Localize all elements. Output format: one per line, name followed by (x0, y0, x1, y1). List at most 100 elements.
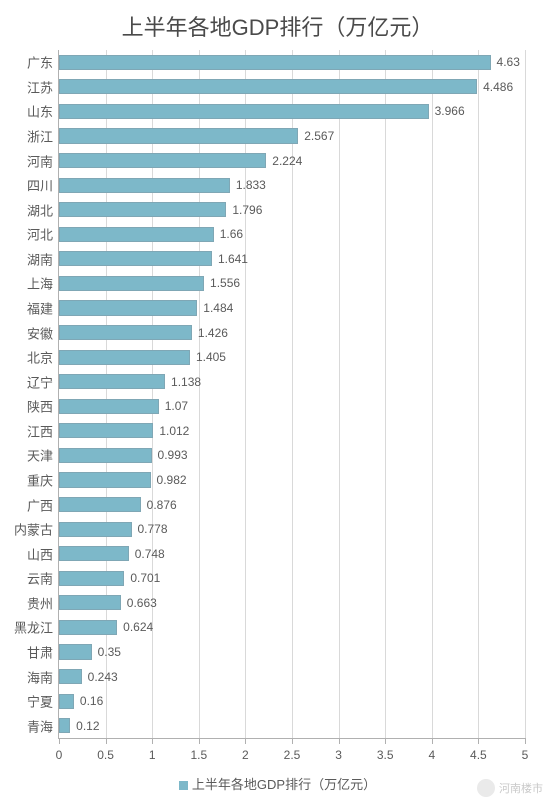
bar-row: 宁夏0.16 (59, 694, 525, 709)
bar-row: 黑龙江0.624 (59, 620, 525, 635)
value-label: 1.405 (190, 350, 226, 364)
bar-row: 内蒙古0.778 (59, 522, 525, 537)
y-axis-label: 天津 (27, 446, 59, 465)
bar-row: 广东4.63 (59, 55, 525, 70)
bar-row: 江苏4.486 (59, 79, 525, 94)
bar (59, 79, 477, 94)
x-tick (59, 738, 60, 744)
value-label: 0.663 (121, 596, 157, 610)
value-label: 0.35 (92, 645, 121, 659)
bar (59, 153, 266, 168)
value-label: 1.796 (226, 203, 262, 217)
bar-row: 海南0.243 (59, 669, 525, 684)
bar (59, 128, 298, 143)
value-label: 1.833 (230, 178, 266, 192)
bar-row: 河北1.66 (59, 227, 525, 242)
bar (59, 669, 82, 684)
value-label: 0.12 (70, 719, 99, 733)
bar-row: 辽宁1.138 (59, 374, 525, 389)
x-tick-label: 0.5 (97, 748, 114, 762)
bar-row: 天津0.993 (59, 448, 525, 463)
x-tick (199, 738, 200, 744)
value-label: 0.701 (124, 571, 160, 585)
watermark-icon (477, 779, 495, 797)
y-axis-label: 江西 (27, 421, 59, 440)
bar-row: 山西0.748 (59, 546, 525, 561)
y-axis-label: 内蒙古 (14, 520, 59, 539)
x-tick (478, 738, 479, 744)
y-axis-label: 湖北 (27, 200, 59, 219)
bar (59, 202, 226, 217)
chart-title: 上半年各地GDP排行（万亿元） (0, 10, 555, 42)
bar (59, 104, 429, 119)
bar-row: 甘肃0.35 (59, 644, 525, 659)
x-tick (152, 738, 153, 744)
value-label: 1.556 (204, 276, 240, 290)
bar (59, 178, 230, 193)
watermark-text: 河南楼市 (499, 780, 543, 796)
chart-legend: 上半年各地GDP排行（万亿元） (0, 774, 555, 793)
bar-row: 江西1.012 (59, 423, 525, 438)
value-label: 4.63 (491, 55, 520, 69)
bar (59, 718, 70, 733)
bar-row: 河南2.224 (59, 153, 525, 168)
bar (59, 571, 124, 586)
bar (59, 546, 129, 561)
bar (59, 595, 121, 610)
bar (59, 276, 204, 291)
value-label: 0.16 (74, 694, 103, 708)
value-label: 0.624 (117, 620, 153, 634)
x-tick (525, 738, 526, 744)
bar (59, 522, 132, 537)
y-axis-label: 云南 (27, 569, 59, 588)
y-axis-label: 安徽 (27, 323, 59, 342)
bar-row: 广西0.876 (59, 497, 525, 512)
value-label: 0.748 (129, 547, 165, 561)
x-tick-label: 5 (522, 748, 529, 762)
value-label: 1.138 (165, 375, 201, 389)
bar (59, 448, 152, 463)
bar (59, 227, 214, 242)
gdp-ranking-chart: 上半年各地GDP排行（万亿元） 00.511.522.533.544.55广东4… (0, 0, 555, 801)
bar (59, 694, 74, 709)
x-tick-label: 4 (428, 748, 435, 762)
bar-row: 北京1.405 (59, 350, 525, 365)
bar-row: 湖北1.796 (59, 202, 525, 217)
x-tick (245, 738, 246, 744)
value-label: 0.778 (132, 522, 168, 536)
x-tick-label: 1.5 (190, 748, 207, 762)
bar (59, 300, 197, 315)
y-axis-label: 浙江 (27, 126, 59, 145)
y-axis-label: 北京 (27, 348, 59, 367)
x-tick (385, 738, 386, 744)
bar-row: 安徽1.426 (59, 325, 525, 340)
bar (59, 423, 153, 438)
value-label: 2.224 (266, 154, 302, 168)
bar (59, 472, 151, 487)
y-axis-label: 山东 (27, 102, 59, 121)
y-axis-label: 广东 (27, 53, 59, 72)
bar (59, 251, 212, 266)
bar-row: 贵州0.663 (59, 595, 525, 610)
x-tick-label: 1 (149, 748, 156, 762)
value-label: 1.07 (159, 399, 188, 413)
bar (59, 399, 159, 414)
plot-area: 00.511.522.533.544.55广东4.63江苏4.486山东3.96… (58, 50, 525, 739)
y-axis-label: 重庆 (27, 470, 59, 489)
x-tick (432, 738, 433, 744)
value-label: 3.966 (429, 104, 465, 118)
value-label: 1.012 (153, 424, 189, 438)
legend-label: 上半年各地GDP排行（万亿元） (192, 777, 376, 792)
y-axis-label: 福建 (27, 298, 59, 317)
value-label: 4.486 (477, 80, 513, 94)
y-axis-label: 贵州 (27, 593, 59, 612)
value-label: 1.641 (212, 252, 248, 266)
bar-row: 福建1.484 (59, 300, 525, 315)
bar-row: 陕西1.07 (59, 399, 525, 414)
value-label: 1.66 (214, 227, 243, 241)
bar (59, 325, 192, 340)
y-axis-label: 陕西 (27, 397, 59, 416)
value-label: 0.876 (141, 498, 177, 512)
value-label: 0.993 (152, 448, 188, 462)
x-tick-label: 3.5 (377, 748, 394, 762)
